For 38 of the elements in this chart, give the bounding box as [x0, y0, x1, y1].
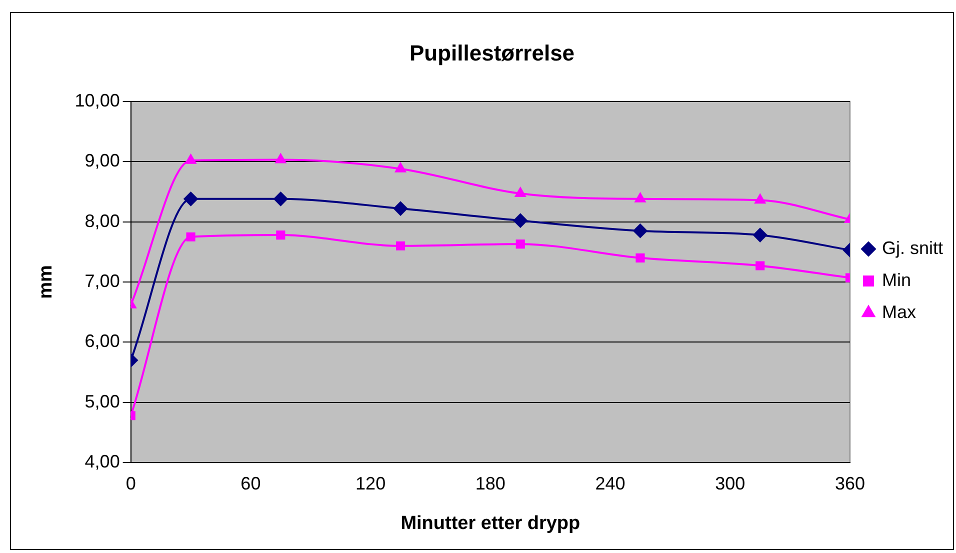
point	[185, 154, 196, 164]
point	[754, 194, 766, 204]
point	[633, 224, 648, 238]
point	[184, 192, 198, 206]
point	[753, 228, 768, 242]
y-tick-label: 8,00	[84, 210, 120, 231]
point	[396, 241, 406, 250]
legend-label: Max	[882, 302, 916, 322]
y-tick-label: 10,00	[74, 90, 120, 110]
y-axis-title: mm	[36, 265, 57, 299]
y-tick-label: 9,00	[84, 150, 120, 171]
point	[274, 192, 288, 206]
x-tick-label: 180	[475, 473, 506, 494]
x-tick-label: 300	[715, 473, 746, 494]
point	[634, 192, 646, 202]
point	[515, 188, 526, 198]
x-tick-label: 0	[126, 473, 136, 494]
y-tick-label: 4,00	[84, 452, 120, 472]
chart-title: Pupillestørrelse	[409, 40, 575, 66]
y-tick-label: 6,00	[84, 331, 120, 352]
x-tick-label: 120	[356, 473, 386, 494]
point	[636, 253, 645, 262]
x-tick-label: 240	[595, 473, 626, 494]
legend-label: Gj. snitt	[882, 238, 943, 258]
point	[186, 232, 196, 242]
point	[516, 240, 525, 249]
point	[513, 214, 528, 228]
point	[756, 261, 765, 270]
y-tick-label: 7,00	[84, 270, 120, 291]
point	[395, 162, 406, 172]
point	[276, 230, 286, 240]
x-axis-title: Minutter etter drypp	[400, 512, 580, 534]
legend-label: Min	[882, 270, 911, 290]
point	[394, 202, 408, 216]
point	[275, 154, 286, 164]
x-tick-label: 360	[834, 473, 866, 494]
y-tick-label: 5,00	[84, 391, 120, 412]
x-tick-label: 60	[240, 473, 261, 494]
